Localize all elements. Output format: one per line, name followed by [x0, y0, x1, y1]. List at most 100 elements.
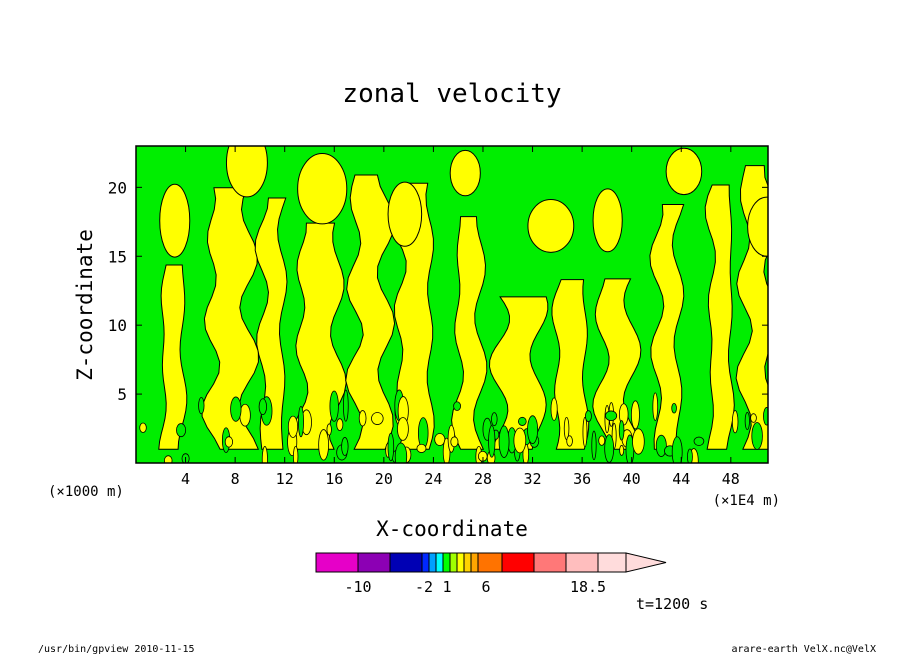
small-scale-cell — [751, 422, 763, 450]
x-tick-label: 16 — [325, 470, 343, 488]
small-scale-cell — [632, 428, 645, 455]
small-scale-cell — [417, 417, 429, 449]
positive-velocity-region — [451, 216, 488, 450]
plot-frame — [135, 145, 769, 464]
small-scale-cell — [453, 401, 461, 411]
small-scale-cell — [518, 416, 527, 426]
x-tick-label: 28 — [474, 470, 492, 488]
x-axis-label: X-coordinate — [376, 517, 528, 541]
small-scale-cell — [416, 443, 427, 453]
small-scale-cell — [671, 436, 683, 463]
small-scale-cell — [750, 413, 757, 423]
small-scale-cell — [292, 446, 299, 463]
x-tick-label: 48 — [722, 470, 740, 488]
small-scale-cell — [591, 430, 597, 461]
small-scale-cell — [341, 437, 349, 456]
x-tick-label: 8 — [231, 470, 240, 488]
colorbar-swatch — [315, 552, 359, 573]
small-scale-cell — [491, 412, 498, 427]
small-scale-cell — [566, 435, 573, 447]
time-label: t=1200 s — [636, 595, 708, 613]
colorbar-extend-arrow — [625, 552, 667, 573]
small-scale-cell — [582, 416, 588, 448]
x-tick-label: 32 — [524, 470, 542, 488]
y-tick-label: 5 — [117, 385, 127, 404]
colorbar-swatch — [421, 552, 430, 573]
footer-right: arare-earth_VelX.nc@VelX — [732, 644, 877, 654]
small-scale-cell — [397, 417, 409, 441]
small-scale-cell — [343, 389, 349, 422]
colorbar-tick-label: 18.5 — [570, 578, 606, 596]
small-scale-cell — [598, 435, 606, 446]
small-scale-cell — [604, 434, 615, 463]
small-scale-cell — [450, 436, 459, 448]
plot-area — [135, 145, 769, 464]
positive-velocity-region — [551, 279, 590, 450]
colorbar-swatch — [456, 552, 465, 573]
small-scale-cell — [744, 412, 750, 430]
small-scale-cell — [394, 442, 408, 463]
positive-velocity-region — [704, 184, 735, 450]
small-scale-cell — [371, 412, 384, 425]
x-tick-label: 4 — [181, 470, 190, 488]
small-scale-cell — [731, 410, 739, 434]
x-axis: 4 8 12 16 20 24 28 32 36 40 44 48 — [181, 146, 740, 488]
small-scale-cell — [258, 398, 267, 416]
small-scale-cell — [434, 433, 446, 446]
colorbar-tick-label: 1 — [442, 578, 451, 596]
colorbar-tick-label: -10 — [344, 578, 371, 596]
positive-velocity-region — [665, 147, 703, 196]
velocity-field — [139, 146, 768, 463]
x-tick-label: 24 — [424, 470, 442, 488]
y-tick-label: 15 — [108, 247, 127, 266]
small-scale-cell — [198, 397, 205, 415]
positive-velocity-region — [649, 204, 685, 450]
positive-velocity-region — [345, 174, 396, 450]
small-scale-cell — [693, 436, 705, 446]
x-tick-label: 40 — [623, 470, 641, 488]
positive-velocity-region — [297, 153, 348, 225]
small-scale-cell — [297, 405, 304, 438]
positive-velocity-region — [592, 278, 642, 450]
small-scale-cell — [318, 429, 329, 461]
small-scale-cell — [619, 445, 625, 456]
x-units-right: (×1E4 m) — [713, 493, 780, 509]
small-scale-cell — [652, 392, 659, 421]
colorbar-swatch — [463, 552, 472, 573]
colorbar-swatch — [470, 552, 479, 573]
x-tick-label: 44 — [672, 470, 690, 488]
colorbar-swatch — [442, 552, 451, 573]
colorbar: -10 -2 1 6 18.5 — [315, 552, 667, 596]
y-axis-label: Z-coordinate — [73, 229, 97, 381]
y-tick-label: 20 — [108, 178, 127, 197]
small-scale-cell — [513, 427, 527, 454]
x-tick-label: 36 — [573, 470, 591, 488]
positive-velocity-region — [225, 146, 268, 198]
chart-title: zonal velocity — [342, 79, 561, 109]
y-tick-label: 10 — [108, 316, 127, 335]
colorbar-swatch — [435, 552, 444, 573]
colorbar-swatch — [597, 552, 627, 573]
small-scale-cell — [164, 455, 173, 463]
small-scale-cell — [655, 434, 667, 457]
positive-velocity-region — [527, 199, 575, 253]
small-scale-cell — [687, 448, 693, 463]
small-scale-cell — [605, 410, 618, 422]
small-scale-cell — [498, 425, 510, 458]
small-scale-cell — [618, 420, 625, 441]
colorbar-swatch — [565, 552, 599, 573]
x-tick-label: 20 — [375, 470, 393, 488]
positive-velocity-region — [747, 196, 768, 257]
positive-velocity-region — [201, 187, 260, 450]
x-tick-label: 12 — [276, 470, 294, 488]
small-scale-cell — [230, 396, 242, 422]
colorbar-swatch — [389, 552, 423, 573]
small-scale-cell — [387, 432, 395, 462]
x-units-left: (×1000 m) — [48, 484, 124, 500]
positive-velocity-region — [159, 183, 191, 258]
small-scale-cell — [763, 407, 768, 426]
small-scale-cell — [176, 423, 187, 438]
positive-velocity-region — [158, 264, 188, 450]
colorbar-tick-label: 6 — [481, 578, 490, 596]
